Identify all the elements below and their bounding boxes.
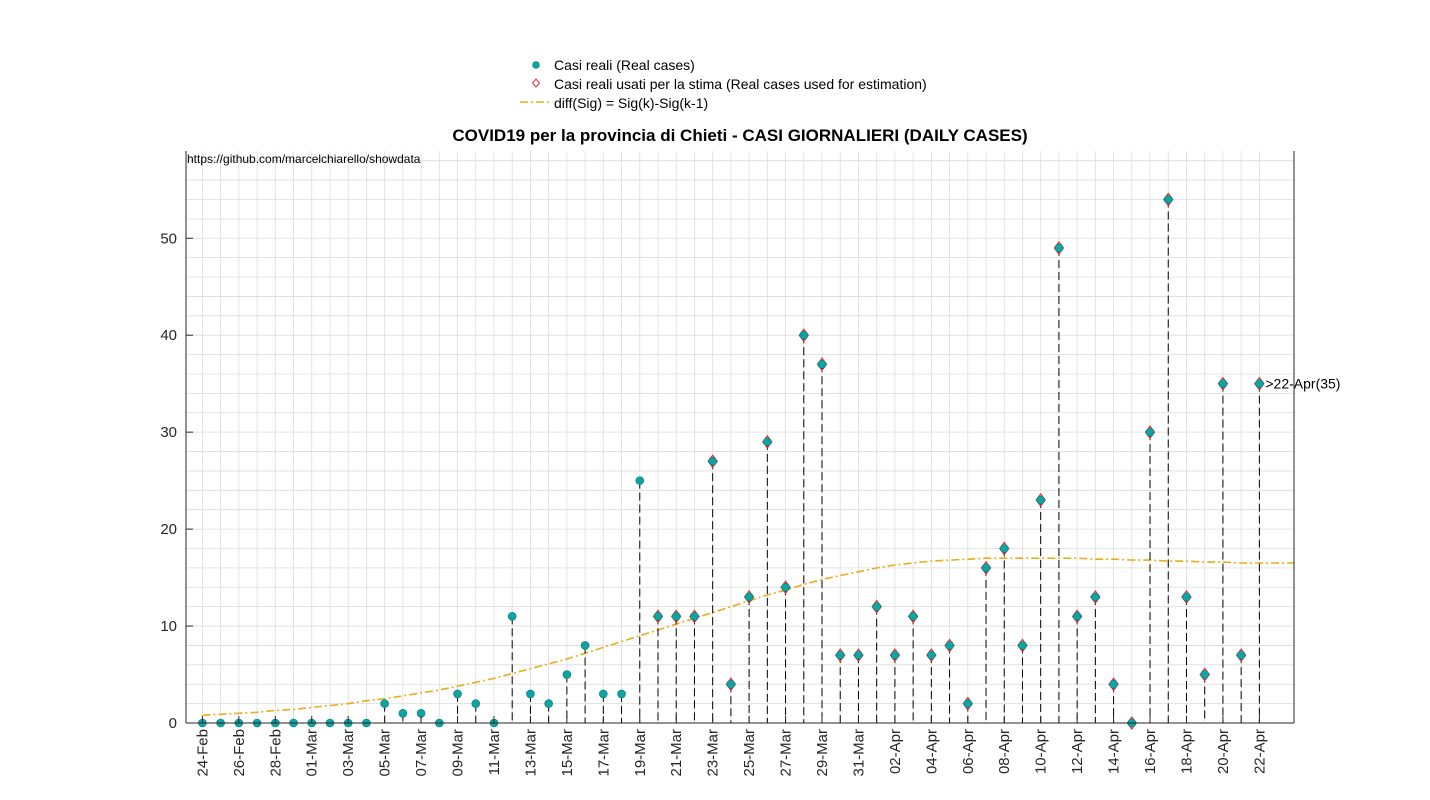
real-case-point (963, 699, 973, 708)
x-tick-label: 09-Mar (450, 729, 467, 777)
legend-real-label: Casi reali (Real cases) (554, 57, 695, 73)
x-tick-label: 26-Feb (231, 729, 248, 777)
legend-real-marker (532, 61, 540, 69)
x-tick-label: 20-Apr (1215, 729, 1232, 774)
real-case-point (872, 602, 881, 611)
real-case-point (380, 699, 389, 708)
real-case-point (1018, 641, 1027, 650)
real-case-point (398, 709, 408, 718)
real-case-point (981, 563, 991, 573)
legend-estimation-label: Casi reali usati per la stima (Real case… (554, 76, 927, 92)
real-case-point (580, 641, 590, 650)
fit-curve (202, 557, 1294, 716)
real-case-point (908, 612, 918, 621)
stem-layer (384, 199, 1260, 723)
x-tick-label: 02-Apr (887, 729, 904, 774)
y-tick-label: 50 (160, 230, 177, 247)
real-case-point (708, 456, 717, 466)
real-case-point (927, 650, 936, 660)
real-case-point (781, 582, 790, 592)
tick-layer: 0 10 20 30 40 50 24-Feb 26-Feb 28-Feb 01-Mar 03-Ma… (160, 230, 1268, 776)
x-tick-label: 25-Mar (741, 729, 758, 777)
real-case-point (744, 592, 754, 602)
x-tick-label: 15-Mar (559, 729, 576, 777)
real-case-point (854, 650, 863, 660)
real-case-point (544, 699, 553, 708)
real-case-point (562, 670, 572, 679)
source-note: https://github.com/marcelchiarello/showd… (187, 152, 421, 166)
y-tick-label: 10 (160, 618, 177, 635)
x-tick-label: 21-Mar (668, 729, 685, 777)
x-tick-label: 17-Mar (595, 729, 612, 777)
x-tick-label: 06-Apr (960, 729, 977, 774)
x-tick-label: 07-Mar (413, 729, 430, 777)
real-case-point (690, 612, 699, 621)
real-case-point (1200, 670, 1210, 679)
axes (185, 151, 1295, 724)
fit-layer (202, 557, 1294, 716)
real-case-point (945, 641, 954, 650)
x-tick-label: 03-Mar (340, 729, 357, 777)
x-tick-label: 31-Mar (850, 729, 867, 777)
x-tick-label: 22-Apr (1251, 729, 1268, 774)
y-tick-label: 20 (160, 521, 177, 538)
chart-title: COVID19 per la provincia di Chieti - CAS… (452, 126, 1027, 145)
plot-area: 0 10 20 30 40 50 24-Feb 26-Feb 28-Feb 01-Mar 03-Ma… (160, 151, 1295, 777)
x-tick-label: 18-Apr (1178, 729, 1195, 774)
real-case-point (671, 612, 681, 621)
x-tick-label: 23-Mar (705, 729, 722, 777)
real-case-point (507, 612, 517, 621)
real-case-point (617, 689, 626, 699)
y-tick-label: 0 (169, 715, 177, 732)
real-case-point (817, 359, 827, 369)
x-tick-label: 29-Mar (814, 729, 831, 777)
x-tick-label: 13-Mar (522, 729, 539, 777)
x-tick-label: 28-Feb (267, 729, 284, 777)
grid (186, 151, 1294, 724)
x-tick-label: 01-Mar (304, 729, 321, 777)
real-case-point (763, 437, 772, 447)
real-case-point (471, 699, 481, 708)
legend-estimation-marker (531, 78, 541, 88)
real-case-point (1109, 679, 1118, 689)
real-case-point (1255, 379, 1264, 388)
x-tick-label: 05-Mar (377, 729, 394, 777)
real-case-point (599, 689, 608, 699)
real-case-point (1036, 495, 1045, 505)
x-tick-label: 10-Apr (1033, 729, 1050, 774)
real-case-point (999, 544, 1009, 553)
x-tick-label: 12-Apr (1069, 729, 1086, 774)
x-tick-label: 19-Mar (632, 729, 649, 777)
real-case-point (653, 612, 663, 621)
real-case-point (1182, 592, 1191, 602)
y-tick-label: 40 (160, 327, 177, 344)
legend-fit-label: diff(Sig) = Sig(k)-Sig(k-1) (554, 95, 708, 111)
x-tick-label: 14-Apr (1106, 729, 1123, 774)
real-case-point (1236, 650, 1246, 660)
x-tick-label: 04-Apr (923, 729, 940, 774)
last-point-annotation: >22-Apr(35) (1265, 376, 1340, 392)
x-tick-label: 11-Mar (486, 729, 503, 775)
real-case-point (453, 689, 462, 699)
real-case-point (799, 330, 809, 340)
legend: Casi reali (Real cases) Casi reali usati… (520, 57, 927, 111)
real-case-point (726, 679, 736, 689)
real-case-point (1072, 612, 1082, 621)
real-case-point (635, 476, 645, 485)
real-case-point (1091, 592, 1100, 602)
x-tick-label: 08-Apr (996, 729, 1013, 774)
real-case-point (1145, 427, 1155, 437)
real-case-point (526, 689, 535, 699)
real-case-point (1054, 243, 1064, 253)
x-tick-label: 27-Mar (778, 729, 795, 777)
y-tick-label: 30 (160, 424, 177, 441)
real-case-point (1163, 195, 1173, 204)
real-case-point (1218, 379, 1228, 388)
real-case-point (835, 650, 845, 660)
real-case-point (890, 650, 900, 660)
x-tick-label: 16-Apr (1142, 729, 1159, 774)
x-tick-label: 24-Feb (194, 729, 211, 777)
